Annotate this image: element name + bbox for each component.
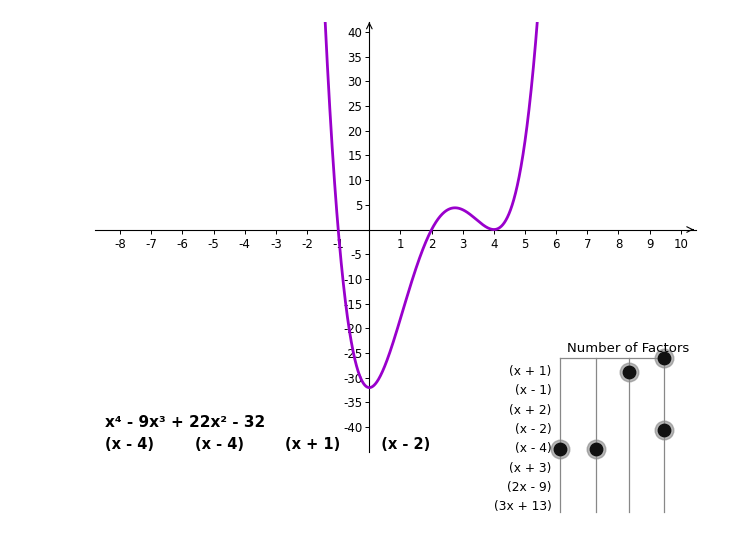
Text: (x - 4): (x - 4) — [515, 442, 551, 455]
Text: (x + 3): (x + 3) — [509, 462, 551, 474]
Point — [658, 354, 670, 363]
Point — [658, 425, 670, 434]
Text: (x - 4)        (x - 4)        (x + 1)        (x - 2): (x - 4) (x - 4) (x + 1) (x - 2) — [105, 437, 430, 452]
Text: (x + 1): (x + 1) — [509, 365, 551, 378]
Text: (2x - 9): (2x - 9) — [507, 481, 551, 494]
Point — [589, 444, 601, 453]
Point — [589, 444, 601, 453]
Text: Number of Factors: Number of Factors — [567, 342, 690, 355]
Point — [623, 367, 635, 376]
Point — [658, 354, 670, 363]
Point — [554, 444, 566, 453]
Text: (x + 2): (x + 2) — [509, 404, 551, 417]
Point — [623, 367, 635, 376]
Text: (x - 1): (x - 1) — [515, 385, 551, 397]
Point — [554, 444, 566, 453]
Point — [658, 425, 670, 434]
Text: x⁴ - 9x³ + 22x² - 32: x⁴ - 9x³ + 22x² - 32 — [105, 415, 265, 430]
Text: (x - 2): (x - 2) — [515, 423, 551, 436]
Text: (3x + 13): (3x + 13) — [494, 500, 551, 513]
